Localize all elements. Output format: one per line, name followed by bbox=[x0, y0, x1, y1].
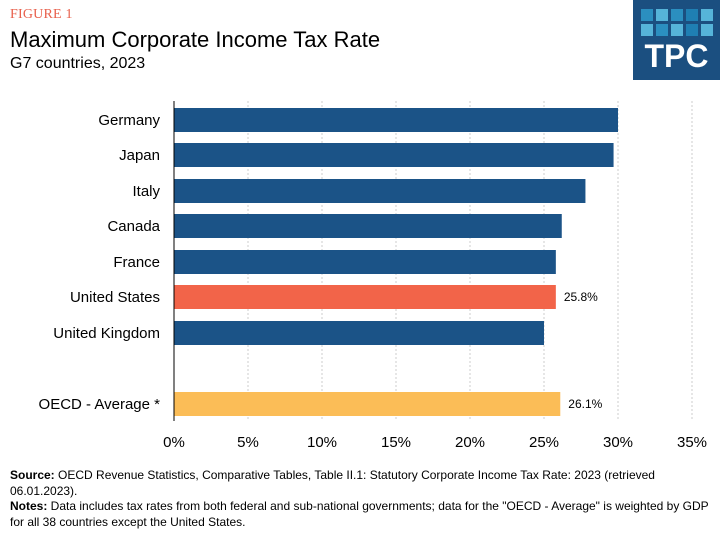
bar bbox=[174, 143, 614, 167]
bar bbox=[174, 285, 556, 309]
x-axis-tick-labels: 0% 5% 10% 15% 20% 25% 30% 35% bbox=[163, 434, 707, 451]
x-tick-label: 20% bbox=[455, 434, 485, 451]
figure-label: FIGURE 1 bbox=[10, 7, 73, 22]
bar bbox=[174, 321, 544, 345]
category-label: Japan bbox=[119, 147, 160, 164]
category-label: United Kingdom bbox=[53, 325, 160, 342]
logo-text: TPC bbox=[644, 38, 709, 74]
x-tick-label: 25% bbox=[529, 434, 559, 451]
x-tick-label: 30% bbox=[603, 434, 633, 451]
logo-square bbox=[686, 24, 698, 36]
x-tick-label: 5% bbox=[237, 434, 259, 451]
bar bbox=[174, 392, 561, 416]
logo-square bbox=[671, 24, 683, 36]
logo-square bbox=[671, 9, 683, 21]
data-labels: 25.8% 26.1% bbox=[564, 290, 603, 411]
logo-square bbox=[686, 9, 698, 21]
notes: Notes: Data includes tax rates from both… bbox=[10, 499, 715, 530]
logo-square bbox=[701, 9, 713, 21]
bar bbox=[174, 214, 562, 238]
footer: Source: OECD Revenue Statistics, Compara… bbox=[10, 468, 715, 530]
x-tick-label: 15% bbox=[381, 434, 411, 451]
bar bbox=[174, 250, 556, 274]
x-tick-label: 0% bbox=[163, 434, 185, 451]
logo-squares bbox=[641, 9, 714, 39]
logo-square bbox=[701, 24, 713, 36]
data-label: 26.1% bbox=[568, 397, 602, 411]
chart-subtitle: G7 countries, 2023 bbox=[10, 55, 146, 72]
source-note: Source: OECD Revenue Statistics, Compara… bbox=[10, 468, 715, 499]
notes-label: Notes: bbox=[10, 499, 48, 513]
x-tick-label: 35% bbox=[677, 434, 707, 451]
source-text: OECD Revenue Statistics, Comparative Tab… bbox=[10, 468, 655, 498]
logo-square bbox=[641, 24, 653, 36]
logo-square bbox=[656, 24, 668, 36]
source-label: Source: bbox=[10, 468, 55, 482]
notes-text: Data includes tax rates from both federa… bbox=[10, 499, 709, 529]
logo-square bbox=[656, 9, 668, 21]
category-labels: Germany Japan Italy Canada France United Stat… bbox=[39, 112, 161, 413]
category-label: OECD - Average * bbox=[39, 396, 161, 413]
tpc-logo: TPC bbox=[633, 0, 720, 80]
data-label: 25.8% bbox=[564, 290, 598, 304]
chart-title: Maximum Corporate Income Tax Rate bbox=[10, 27, 381, 52]
category-label: France bbox=[113, 254, 160, 271]
x-tick-label: 10% bbox=[307, 434, 337, 451]
category-label: Germany bbox=[98, 112, 160, 129]
category-label: Italy bbox=[132, 183, 160, 200]
bars bbox=[174, 108, 618, 416]
bar bbox=[174, 179, 586, 203]
bar bbox=[174, 108, 618, 132]
logo-square bbox=[641, 9, 653, 21]
category-label: United States bbox=[70, 289, 160, 306]
category-label: Canada bbox=[107, 218, 160, 235]
